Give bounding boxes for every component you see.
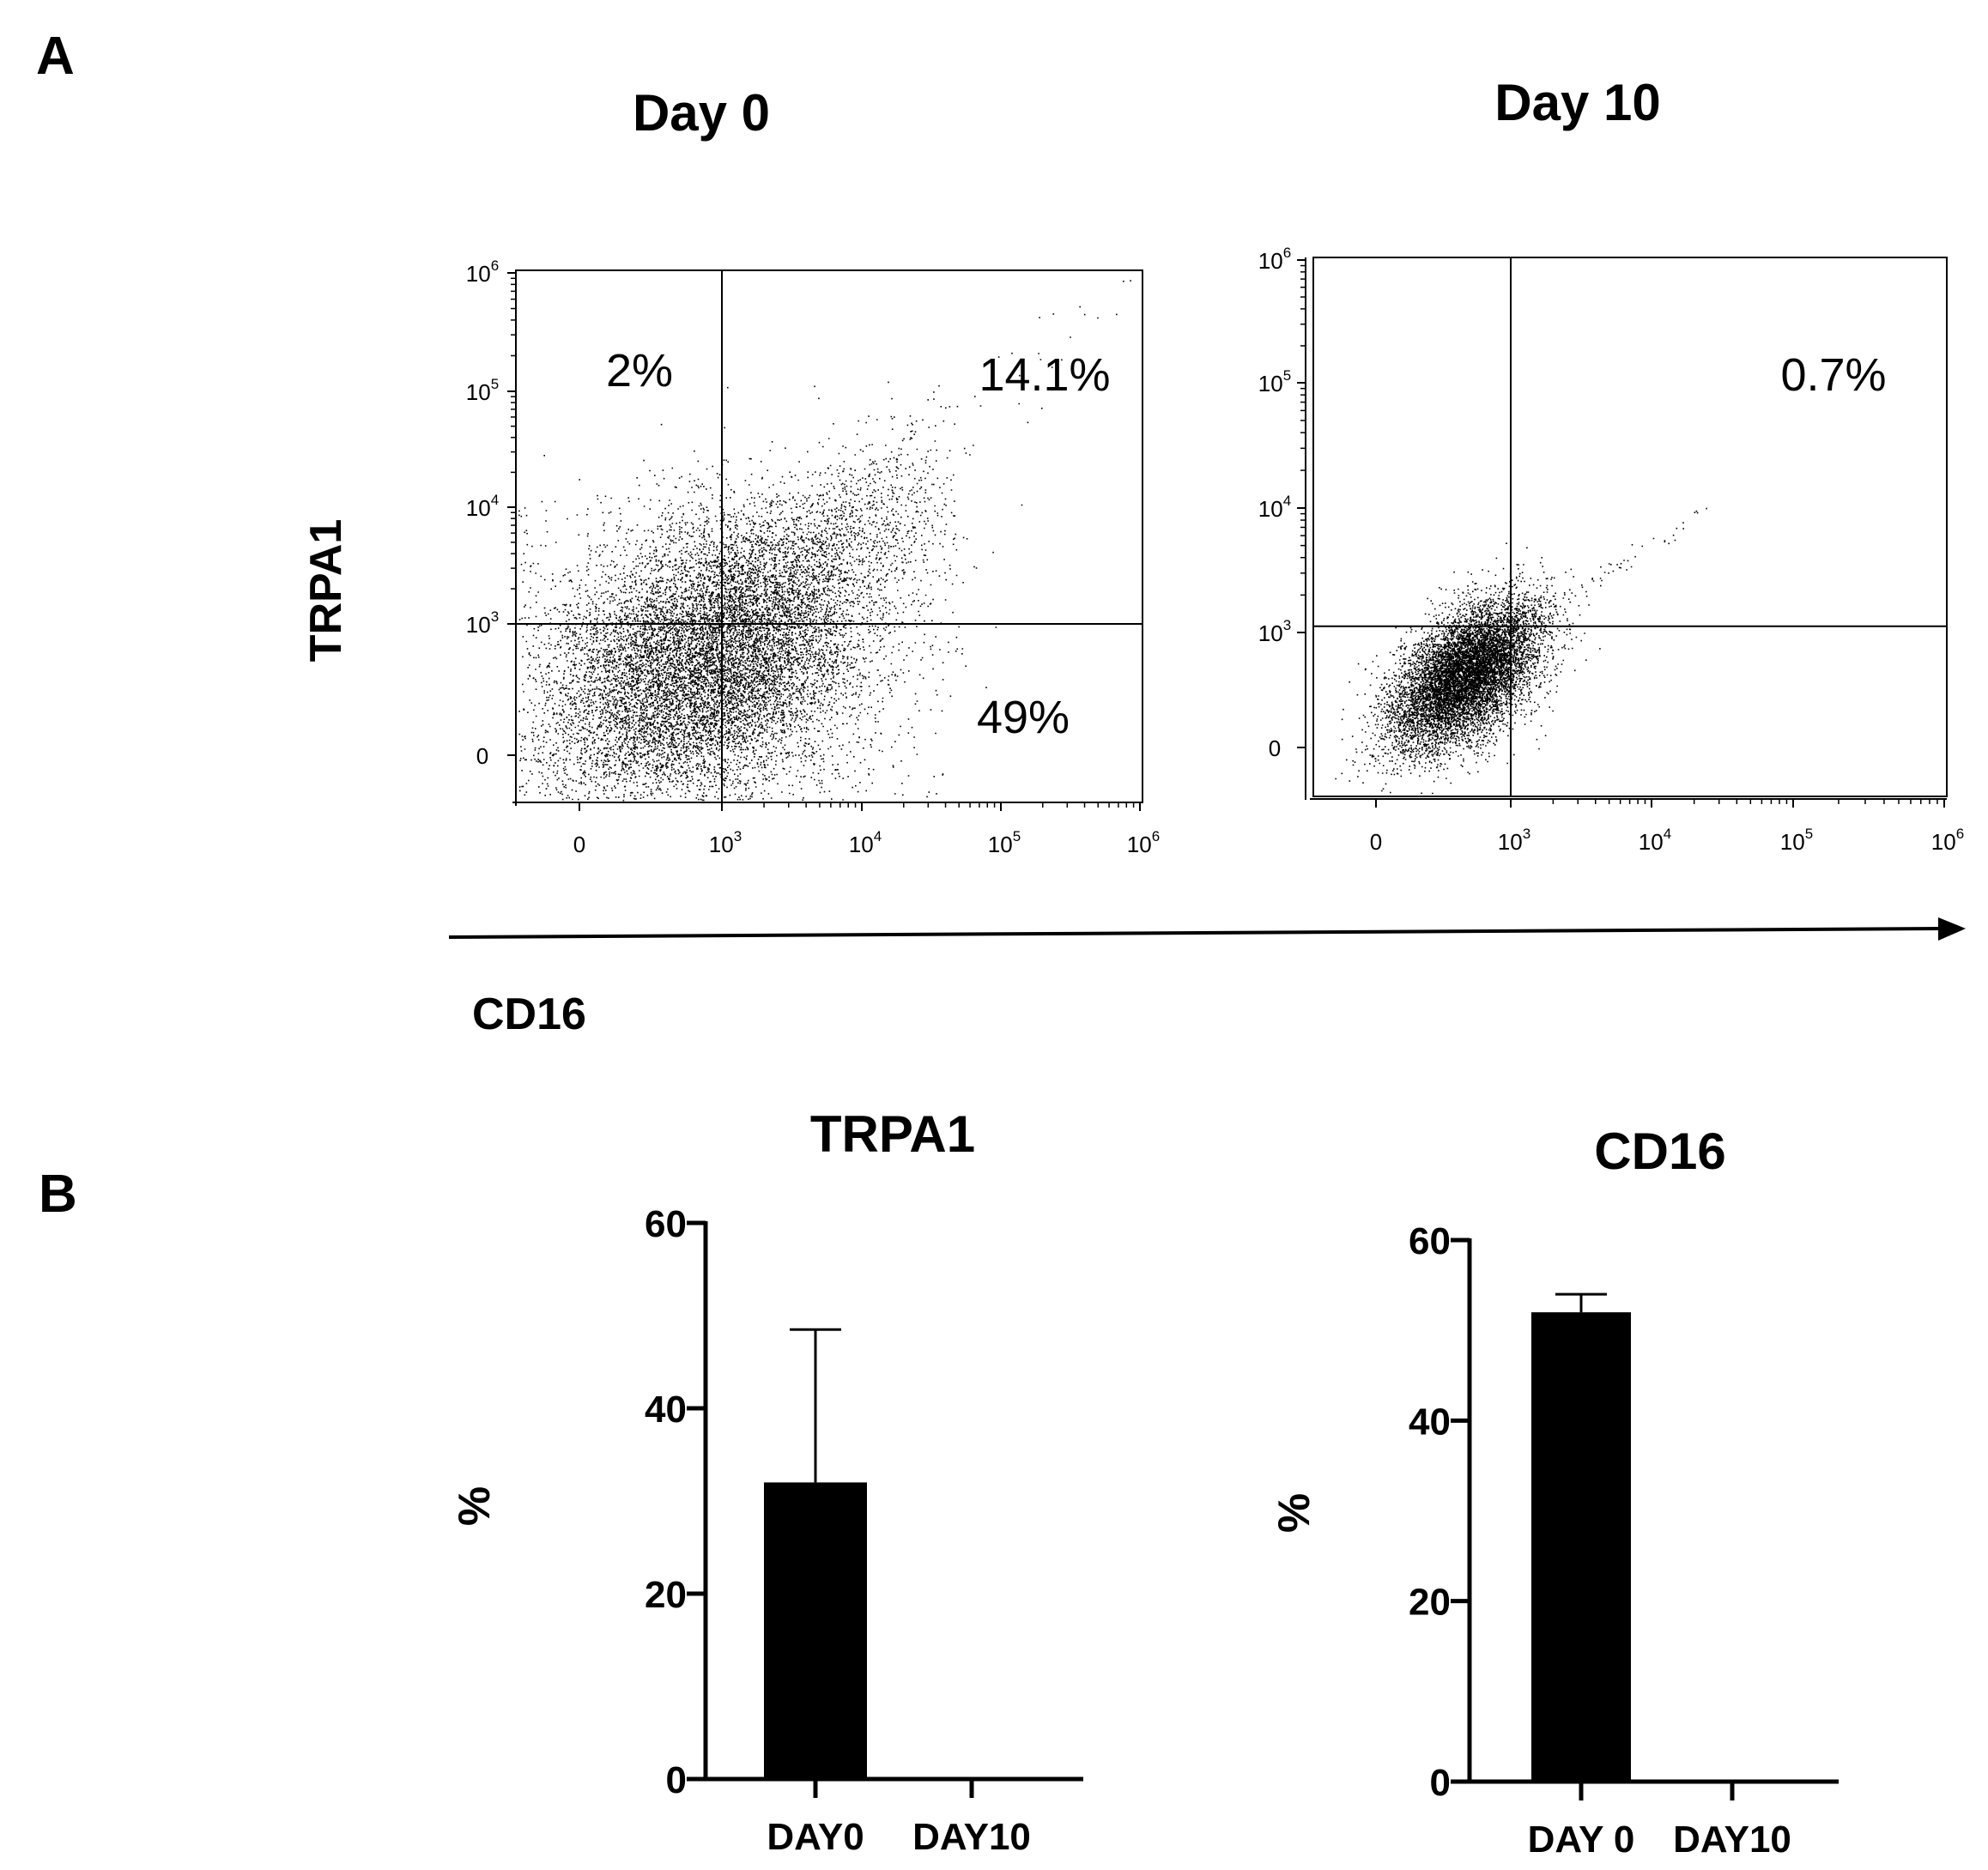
quadrant-label-lower-right: 49% — [977, 692, 1070, 743]
x-tick-label: 106 — [1127, 828, 1160, 857]
bar-chart-title: TRPA1 — [810, 1105, 975, 1163]
bar-y-tick-label: 20 — [645, 1574, 687, 1616]
x-axis: 0 103 104 105 106 — [1310, 798, 1964, 855]
bar — [764, 1482, 867, 1779]
panel-letter-a: A — [36, 27, 75, 86]
x-tick-label: 105 — [988, 828, 1021, 857]
flow-plot-title-day10: Day 10 — [1494, 74, 1660, 131]
x-tick-label: 104 — [849, 828, 882, 857]
y-axis: 0 103 104 105 106 — [1258, 245, 1306, 800]
flow-plot-day10: 0.7% 0 103 104 105 106 0 103 104 105 106 — [1258, 245, 1964, 855]
x-tick-label: 0 — [1370, 829, 1382, 855]
bar-category-label: DAY10 — [912, 1816, 1031, 1858]
bar-y-tick-label: 40 — [1409, 1401, 1451, 1443]
y-tick-label: 104 — [1258, 493, 1291, 522]
y-tick-label: 0 — [1269, 735, 1281, 761]
quadrant-label-upper-right: 0.7% — [1780, 349, 1886, 401]
y-tick-label: 103 — [466, 608, 499, 638]
event-dots-path — [518, 280, 1131, 802]
bar-y-tick-label: 20 — [1409, 1582, 1451, 1624]
bar-y-tick-label: 60 — [1409, 1220, 1451, 1262]
x-axis: 0 103 104 105 106 — [512, 802, 1160, 857]
bar-y-tick-label: 0 — [1430, 1762, 1451, 1804]
x-tick-label: 103 — [709, 828, 742, 857]
event-dots — [518, 280, 1131, 802]
panel-letter-b: B — [39, 1165, 77, 1224]
bar-chart-ylabel: % — [450, 1486, 500, 1526]
flow-x-axis-title: CD16 — [472, 989, 586, 1039]
bar-chart-title: CD16 — [1594, 1123, 1725, 1180]
flow-plot-day0: 2% 14.1% 49% 0 103 104 105 106 0 103 104 105 106 — [466, 257, 1160, 857]
bar — [1531, 1312, 1631, 1782]
event-dots-path — [1335, 507, 1707, 795]
bar-y-tick-label: 60 — [645, 1203, 687, 1245]
bar-chart-cd16: CD16% 0 20 40 60 DAY 0 DAY10 — [1270, 1123, 1839, 1861]
bar-category-label: DAY0 — [767, 1816, 864, 1858]
y-tick-label: 0 — [476, 743, 488, 769]
quadrant-label-upper-left: 2% — [606, 345, 673, 396]
x-tick-label: 106 — [1931, 826, 1964, 855]
x-tick-label: 105 — [1780, 826, 1813, 855]
quadrant-label-upper-right: 14.1% — [979, 349, 1110, 401]
event-dots — [1335, 507, 1707, 795]
y-tick-label: 106 — [1258, 245, 1291, 274]
bar-category-label: DAY 0 — [1528, 1819, 1635, 1861]
x-tick-label: 103 — [1498, 826, 1530, 855]
x-tick-label: 104 — [1639, 826, 1671, 855]
bar-chart-trpa1: TRPA1% 0 20 40 60 DAY0 DAY10 — [450, 1105, 1083, 1858]
bar-y-tick-label: 40 — [645, 1389, 687, 1431]
flow-y-axis-title: TRPA1 — [301, 519, 351, 663]
bar-y-tick-label: 0 — [666, 1759, 687, 1801]
y-tick-label: 106 — [466, 257, 499, 287]
cd16-axis-arrow — [448, 917, 1966, 941]
bar-chart-ylabel: % — [1270, 1493, 1319, 1533]
plot-frame — [1312, 257, 1948, 797]
y-tick-label: 105 — [1258, 367, 1291, 396]
y-tick-label: 103 — [1258, 617, 1291, 646]
y-tick-label: 104 — [466, 492, 499, 521]
y-tick-label: 105 — [466, 376, 499, 405]
y-axis: 0 103 104 105 106 — [466, 257, 517, 806]
x-tick-label: 0 — [573, 832, 585, 857]
bar-category-label: DAY10 — [1673, 1819, 1791, 1861]
flow-plot-title-day0: Day 0 — [633, 84, 770, 142]
